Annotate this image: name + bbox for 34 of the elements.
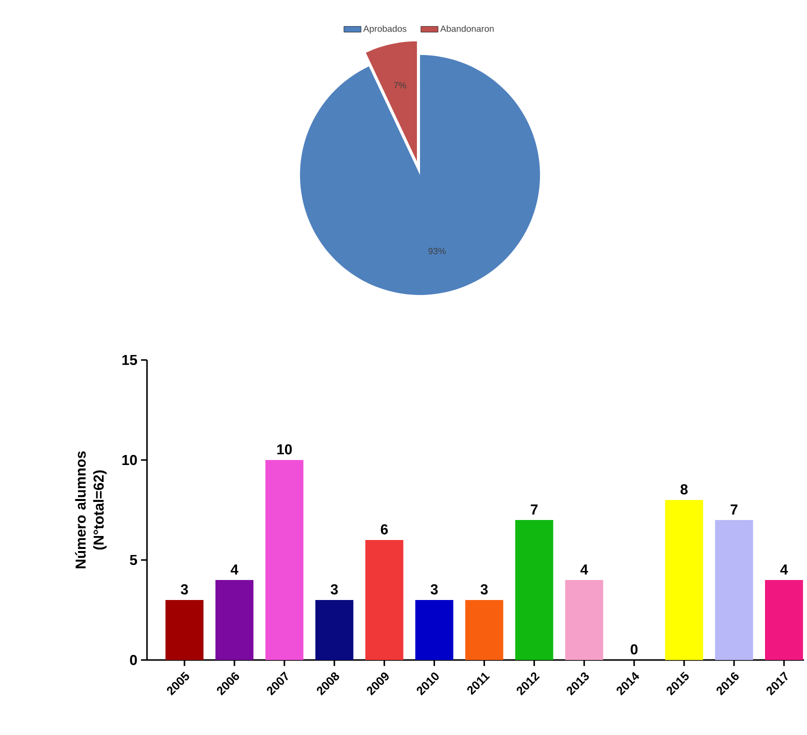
y-axis-title: Número alumnos (N°total=62) <box>75 451 107 568</box>
bar <box>365 540 404 660</box>
data-label: 3 <box>480 584 488 594</box>
data-label: 7 <box>730 504 738 514</box>
bar <box>215 580 254 660</box>
bar <box>165 600 204 660</box>
y-tick-label: 15 <box>122 354 138 366</box>
data-label: 8 <box>680 484 688 494</box>
bar <box>465 600 504 660</box>
data-label: 4 <box>230 564 238 574</box>
data-label: 6 <box>380 524 388 534</box>
data-label: 3 <box>180 584 188 594</box>
legend-label: Abandonaron <box>440 25 494 32</box>
data-label: 0 <box>630 644 638 654</box>
data-label: 7 <box>530 504 538 514</box>
bar <box>715 520 754 660</box>
data-label: 3 <box>430 584 438 594</box>
data-label: 93% <box>428 248 446 254</box>
bar <box>565 580 604 660</box>
bar <box>415 600 454 660</box>
y-tick-label: 5 <box>130 554 138 566</box>
bar <box>515 520 554 660</box>
bar <box>765 580 804 660</box>
data-label: 4 <box>580 564 588 574</box>
y-tick-label: 10 <box>122 454 137 466</box>
bar <box>665 500 704 660</box>
data-label: 7% <box>394 82 406 88</box>
data-label: 3 <box>330 584 338 594</box>
data-label: 4 <box>780 564 788 574</box>
data-label: 10 <box>277 444 292 454</box>
bar <box>265 460 304 660</box>
legend-label: Aprobados <box>363 25 406 34</box>
bar <box>315 600 354 660</box>
y-tick-label: 0 <box>130 654 137 666</box>
